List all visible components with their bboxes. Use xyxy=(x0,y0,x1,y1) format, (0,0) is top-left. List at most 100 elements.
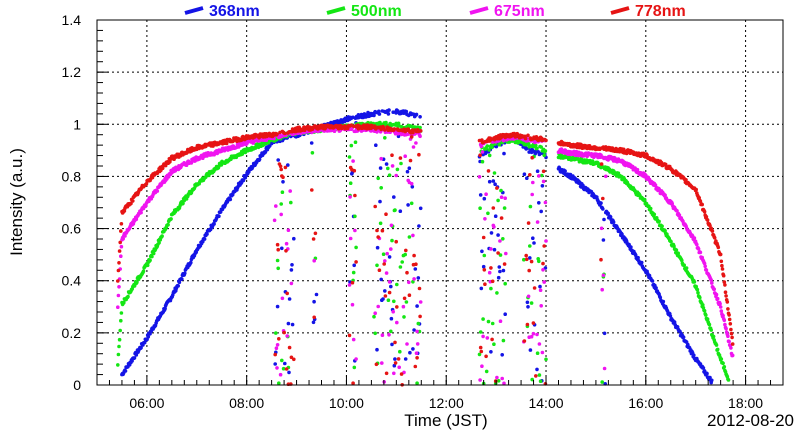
data-point xyxy=(272,218,277,223)
data-point xyxy=(705,317,710,321)
data-point xyxy=(522,257,526,262)
data-point xyxy=(602,217,606,222)
data-point xyxy=(501,338,506,343)
data-point xyxy=(409,135,414,139)
data-point xyxy=(479,349,484,354)
data-point xyxy=(351,159,355,163)
data-point xyxy=(530,192,534,197)
data-point xyxy=(730,342,735,346)
data-point xyxy=(663,162,668,167)
data-point xyxy=(389,223,394,228)
data-point xyxy=(144,181,149,186)
data-point xyxy=(502,262,507,266)
data-point xyxy=(354,260,358,264)
data-point xyxy=(703,264,707,269)
data-point xyxy=(529,334,534,339)
data-point xyxy=(719,309,724,313)
data-point xyxy=(276,266,281,271)
data-point xyxy=(490,321,495,326)
data-point xyxy=(499,195,504,199)
data-point xyxy=(654,286,658,290)
data-point xyxy=(718,302,722,306)
y-axis-label: Intensity (a.u.) xyxy=(7,148,26,256)
data-point xyxy=(373,331,378,336)
data-point xyxy=(393,208,397,212)
data-point xyxy=(275,366,279,370)
data-point xyxy=(718,305,723,309)
data-point xyxy=(405,132,410,137)
data-point xyxy=(405,169,410,174)
data-point xyxy=(286,163,290,167)
data-point xyxy=(534,374,538,378)
data-point xyxy=(672,244,676,248)
data-point xyxy=(410,185,415,189)
data-point xyxy=(535,351,540,356)
data-point xyxy=(487,148,491,152)
y-tick-label: 1.4 xyxy=(62,12,82,28)
data-point xyxy=(117,261,121,265)
data-point xyxy=(477,175,482,179)
data-point xyxy=(668,314,673,318)
data-point xyxy=(502,151,506,156)
data-point xyxy=(402,315,406,319)
data-point xyxy=(490,337,494,342)
data-point xyxy=(698,295,702,300)
data-point xyxy=(177,280,182,285)
data-point xyxy=(117,249,122,253)
data-point xyxy=(730,353,735,358)
data-point xyxy=(485,336,490,340)
data-point xyxy=(353,214,357,219)
data-point xyxy=(602,366,607,371)
data-point xyxy=(379,156,384,161)
data-point xyxy=(176,284,180,288)
data-point xyxy=(145,263,150,268)
data-point xyxy=(387,280,392,284)
data-point xyxy=(538,284,542,289)
data-point xyxy=(119,229,123,233)
data-point xyxy=(121,237,125,241)
data-point xyxy=(372,314,376,319)
data-point xyxy=(253,146,258,150)
data-point xyxy=(279,167,284,172)
data-point xyxy=(274,331,278,335)
data-point xyxy=(228,197,233,202)
data-point xyxy=(650,279,655,283)
data-point xyxy=(403,252,408,257)
data-point xyxy=(415,356,419,360)
data-point xyxy=(279,212,284,217)
data-point xyxy=(525,257,529,262)
data-point xyxy=(396,357,401,361)
data-point xyxy=(726,307,730,311)
data-point xyxy=(387,333,391,337)
data-point xyxy=(311,320,316,325)
x-tick-label: 06:00 xyxy=(129,395,164,411)
data-point xyxy=(387,108,391,112)
data-point xyxy=(351,270,356,275)
data-point xyxy=(241,178,246,183)
data-point xyxy=(395,320,399,325)
data-point xyxy=(141,269,146,274)
data-point xyxy=(404,248,408,253)
data-point xyxy=(606,158,610,162)
data-point xyxy=(491,179,496,183)
data-point xyxy=(390,342,394,347)
data-point xyxy=(389,247,393,251)
data-point xyxy=(399,161,403,166)
data-point xyxy=(484,354,488,359)
data-point xyxy=(501,268,506,273)
data-point xyxy=(481,334,485,339)
data-point xyxy=(409,181,414,186)
data-point xyxy=(712,236,717,240)
data-point xyxy=(217,214,221,218)
data-point xyxy=(541,261,545,266)
data-point xyxy=(290,263,294,267)
data-point xyxy=(411,347,415,351)
data-point xyxy=(494,144,499,149)
data-point xyxy=(499,188,503,193)
data-point xyxy=(528,348,533,352)
data-point xyxy=(276,158,281,162)
data-point xyxy=(709,278,713,282)
data-point xyxy=(404,109,409,114)
data-point xyxy=(498,239,502,243)
y-tick-label: 0.2 xyxy=(62,325,82,341)
